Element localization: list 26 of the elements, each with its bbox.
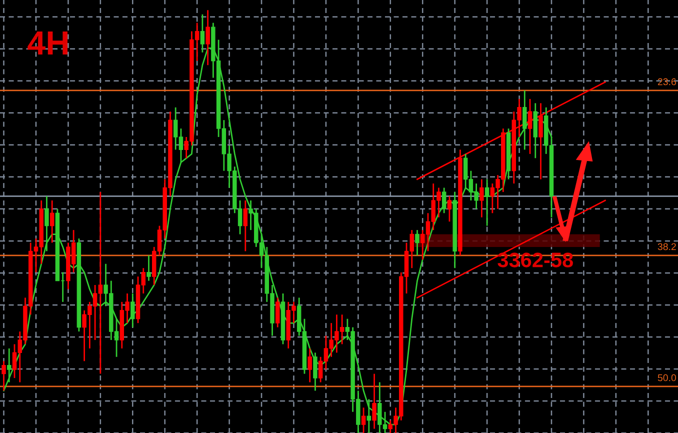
annotation: 38.2 <box>658 243 676 250</box>
annotation: 23.6 <box>658 78 676 86</box>
candlestick <box>447 196 452 222</box>
candlestick <box>372 373 376 430</box>
candlestick <box>361 406 366 433</box>
candlestick <box>313 352 318 392</box>
candlestick <box>442 187 446 214</box>
candlestick <box>130 292 135 328</box>
candlestick <box>484 178 490 226</box>
annotation: 50.0 <box>658 374 676 382</box>
candlestick <box>2 360 6 392</box>
candlestick <box>308 348 312 383</box>
candlestick <box>146 254 151 282</box>
candlestick <box>200 14 205 54</box>
candlestick <box>50 200 54 244</box>
candlestick <box>276 296 280 328</box>
candlestick <box>44 196 49 252</box>
candlestick <box>7 348 12 383</box>
candlestick <box>528 98 532 155</box>
candlestick <box>206 9 210 66</box>
candlestick <box>415 229 420 256</box>
chart-title: 4H <box>28 32 68 54</box>
candlestick <box>480 178 484 218</box>
candlestick <box>522 90 527 150</box>
candlestick <box>243 200 248 252</box>
band-label: 3362-58 <box>498 252 573 268</box>
